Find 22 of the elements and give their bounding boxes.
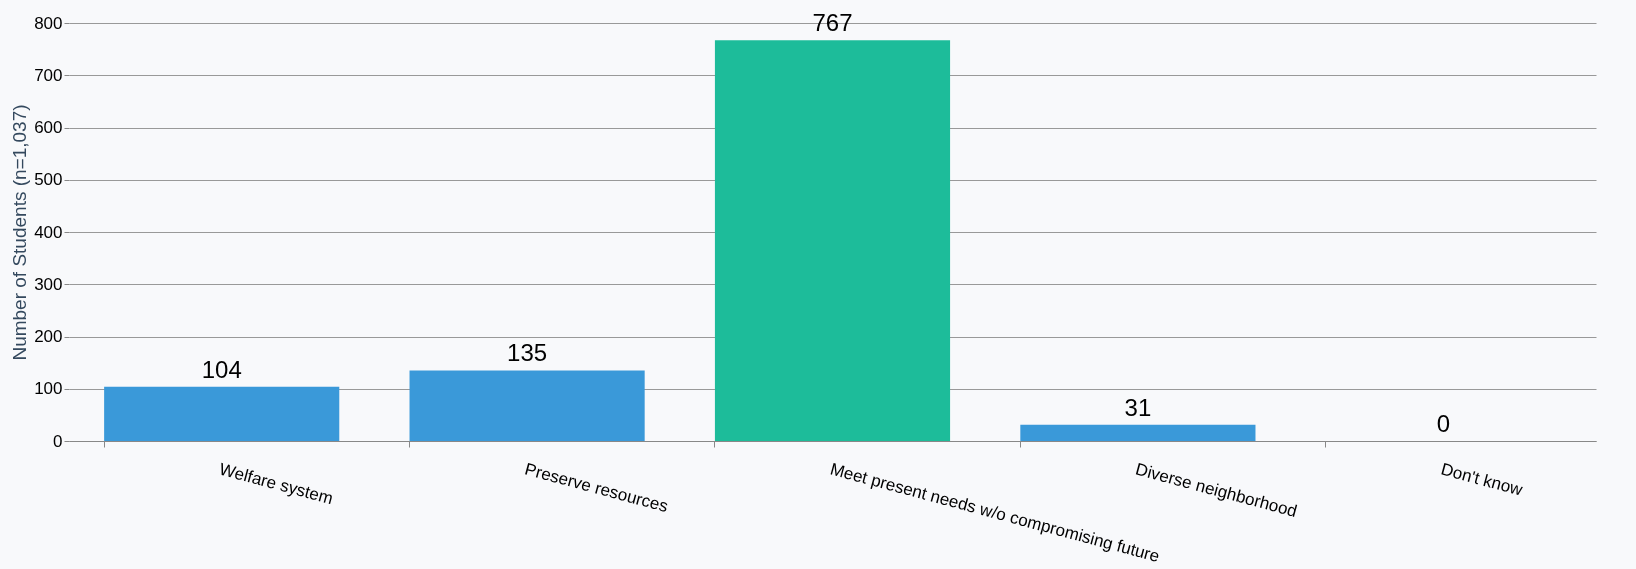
bar	[409, 370, 645, 441]
y-tick-label: 600	[34, 118, 63, 137]
data-label: 104	[201, 355, 242, 383]
y-tick-label: 400	[34, 222, 63, 242]
x-tick-label: Welfare system	[217, 459, 336, 509]
y-tick-label: 500	[34, 170, 63, 190]
data-label: 0	[1436, 410, 1450, 437]
y-tick-label: 300	[34, 274, 63, 294]
y-tick-label: 700	[34, 65, 63, 85]
y-axis-title: Number of Students (n=1,037)	[9, 104, 31, 361]
bar	[714, 40, 951, 441]
y-tick-label: 200	[34, 327, 63, 346]
y-tick-label: 800	[34, 13, 63, 33]
x-tick-label: Preserve resources	[522, 459, 670, 517]
x-tick-label: Don't know	[1438, 459, 1526, 500]
data-label: 767	[812, 9, 853, 37]
y-tick-label: 100	[34, 379, 63, 399]
bar	[1020, 424, 1256, 441]
bar	[104, 386, 340, 441]
y-tick-label: 0	[53, 431, 63, 451]
data-label: 135	[507, 339, 548, 367]
data-label: 31	[1124, 393, 1152, 421]
